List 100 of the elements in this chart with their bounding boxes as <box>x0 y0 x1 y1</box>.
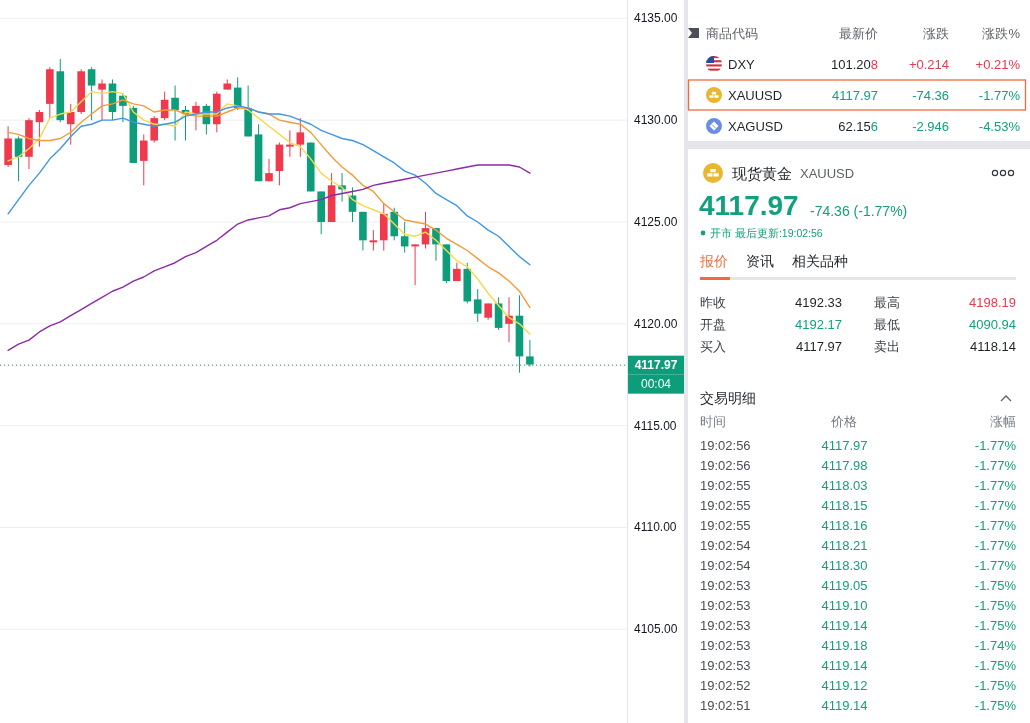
y-tick-label: 19:02:56 <box>700 437 751 453</box>
text: -1.77% <box>978 87 1021 103</box>
x-tick-label: 涨幅 <box>990 413 1016 429</box>
data-label: 4119.14 <box>821 657 868 673</box>
y-tick-label: 19:02:53 <box>700 617 751 633</box>
data-label: -1.75% <box>974 657 1017 673</box>
text: +0.21% <box>975 56 1021 72</box>
candlestick <box>87 66 96 121</box>
candlestick <box>171 85 179 142</box>
y-tick-label: 4105.00 <box>634 622 678 637</box>
data-label: -1.77% <box>974 497 1017 513</box>
chart-title: 交易明细 <box>700 390 756 406</box>
text: 涨跌% <box>982 25 1021 41</box>
text: 4118.14 <box>969 338 1016 354</box>
text: 涨跌 <box>923 25 949 41</box>
y-tick-label: 19:02:53 <box>700 657 751 673</box>
text: 昨收 <box>700 294 726 310</box>
data-label: 4119.05 <box>821 577 868 593</box>
y-tick-label: 19:02:53 <box>700 597 751 613</box>
text: 4192.17 <box>795 316 842 332</box>
text: 最低 <box>874 316 900 332</box>
text: 4198.19 <box>969 294 1016 310</box>
candlestick <box>66 103 75 146</box>
y-tick-label: 4125.00 <box>634 214 678 229</box>
y-axis-title: 时间 <box>700 413 726 429</box>
data-label: -1.75% <box>974 677 1017 693</box>
candlestick <box>296 117 305 158</box>
data-label: -1.75% <box>974 597 1017 613</box>
text: XAUUSD <box>800 165 855 181</box>
candlestick <box>35 109 44 148</box>
candlestick <box>192 101 200 131</box>
x-tick-label: 价格 <box>830 413 858 429</box>
candlestick <box>233 76 242 111</box>
data-label: 4119.18 <box>821 637 868 653</box>
data-label: 4118.30 <box>821 557 868 573</box>
y-tick-label: 4130.00 <box>634 113 678 128</box>
text: 报价 <box>699 253 728 269</box>
text: -4.53% <box>978 118 1021 134</box>
data-label: -1.77% <box>974 557 1017 573</box>
y-tick-label: 19:02:56 <box>700 457 751 473</box>
candlestick <box>286 129 294 158</box>
text: 4117.97 <box>795 338 842 354</box>
data-label: -1.75% <box>974 617 1017 633</box>
text: 开市 最后更新:19:02:56 <box>710 227 823 239</box>
text: 资讯 <box>746 253 774 269</box>
data-label: 4119.14 <box>821 617 868 633</box>
data-label: -1.75% <box>974 577 1017 593</box>
candlestick <box>14 135 23 182</box>
line-series <box>7 164 531 351</box>
data-label: 4117.98 <box>821 457 868 473</box>
text: -2.946 <box>912 118 949 134</box>
text: 4117.97 <box>699 189 799 221</box>
data-label: -1.77% <box>974 457 1017 473</box>
y-tick-label: 19:02:55 <box>700 517 751 533</box>
text: XAUUSD <box>728 87 783 103</box>
candlestick <box>473 288 482 323</box>
y-tick-label: 19:02:54 <box>700 557 751 573</box>
data-label: 4118.21 <box>821 537 868 553</box>
candlestick <box>98 78 106 121</box>
text: 买入 <box>700 338 726 354</box>
y-tick-label: 19:02:53 <box>700 577 751 593</box>
y-tick-label: 19:02:53 <box>700 637 751 653</box>
data-label: 4119.10 <box>821 597 868 613</box>
data-label: 4118.16 <box>821 517 868 533</box>
y-tick-label: 4115.00 <box>634 418 677 433</box>
data-label: 4119.12 <box>821 677 868 693</box>
y-tick-label: 4135.00 <box>634 11 678 26</box>
text: 相关品种 <box>792 253 848 269</box>
data-label: -1.77% <box>974 477 1017 493</box>
data-label: -1.74% <box>974 637 1017 653</box>
y-tick-label: 4120.00 <box>634 316 678 331</box>
text: 最新价 <box>839 25 878 41</box>
text: 开盘 <box>700 316 726 332</box>
ref-line-label: 4117.97 <box>634 358 678 373</box>
candlestick <box>139 133 148 186</box>
data-label: 4117.97 <box>821 437 868 453</box>
text: 4117.97 <box>831 87 878 103</box>
data-label: -1.75% <box>974 697 1017 713</box>
candlestick <box>400 221 409 254</box>
text: -74.36 <box>912 87 949 103</box>
text: 卖出 <box>874 338 900 354</box>
y-tick-label: 19:02:52 <box>700 677 751 693</box>
text: +0.214 <box>908 56 949 72</box>
y-tick-label: 19:02:51 <box>700 697 751 713</box>
data-label: -1.77% <box>974 437 1017 453</box>
text: 现货黄金 <box>732 164 792 182</box>
text: 00:04 <box>640 377 672 392</box>
text: 4090.94 <box>969 316 1016 332</box>
y-tick-label: 19:02:54 <box>700 537 751 553</box>
y-tick-label: 19:02:55 <box>700 477 751 493</box>
text: XAGUSD <box>728 118 783 134</box>
text: DXY <box>728 56 756 72</box>
text: 62.156 <box>838 118 878 134</box>
data-label: -1.77% <box>974 517 1017 533</box>
y-tick-label: 19:02:55 <box>700 497 751 513</box>
data-label: 4118.15 <box>821 497 868 513</box>
data-label: -1.77% <box>974 537 1017 553</box>
data-label: 4119.14 <box>821 697 868 713</box>
text: 101.208 <box>831 56 878 72</box>
text: -74.36 (-1.77%) <box>810 203 908 219</box>
